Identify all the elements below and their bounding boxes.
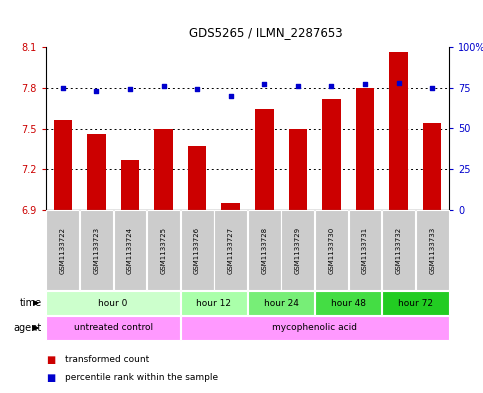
Bar: [222, 203, 240, 210]
Text: percentile rank within the sample: percentile rank within the sample: [65, 373, 218, 382]
Point: [227, 93, 235, 99]
Text: GSM1133732: GSM1133732: [396, 226, 402, 274]
Text: agent: agent: [14, 323, 42, 333]
Bar: [315, 210, 348, 290]
Text: hour 12: hour 12: [197, 299, 231, 307]
Bar: [255, 110, 273, 210]
Bar: [423, 123, 441, 210]
Bar: [46, 210, 79, 290]
Point: [126, 86, 134, 92]
Point: [59, 84, 67, 91]
Text: GSM1133725: GSM1133725: [160, 226, 167, 274]
Text: mycophenolic acid: mycophenolic acid: [272, 323, 357, 332]
Point: [160, 83, 168, 89]
Text: GSM1133723: GSM1133723: [93, 226, 99, 274]
Text: GSM1133730: GSM1133730: [328, 226, 334, 274]
Text: GDS5265 / ILMN_2287653: GDS5265 / ILMN_2287653: [189, 26, 342, 40]
Point: [395, 80, 402, 86]
Bar: [147, 210, 180, 290]
Text: ■: ■: [46, 373, 55, 383]
Bar: [80, 210, 113, 290]
Text: GSM1133724: GSM1133724: [127, 226, 133, 274]
Text: ■: ■: [46, 355, 55, 365]
Text: time: time: [20, 298, 42, 308]
Bar: [315, 291, 382, 315]
Text: transformed count: transformed count: [65, 356, 150, 364]
Bar: [416, 210, 449, 290]
Text: untreated control: untreated control: [73, 323, 153, 332]
Bar: [46, 316, 180, 340]
Text: GSM1133727: GSM1133727: [227, 226, 234, 274]
Bar: [114, 210, 146, 290]
Point: [93, 88, 100, 94]
Bar: [382, 291, 449, 315]
Bar: [181, 210, 213, 290]
Text: GSM1133728: GSM1133728: [261, 226, 267, 274]
Text: hour 24: hour 24: [264, 299, 298, 307]
Bar: [154, 129, 173, 210]
Bar: [289, 129, 307, 210]
Text: GSM1133726: GSM1133726: [194, 226, 200, 274]
Bar: [349, 210, 382, 290]
Point: [260, 81, 268, 88]
Bar: [188, 146, 206, 210]
Bar: [322, 99, 341, 210]
Bar: [181, 316, 449, 340]
Bar: [382, 210, 415, 290]
Bar: [389, 52, 408, 210]
Point: [327, 83, 335, 89]
Point: [361, 81, 369, 88]
Bar: [214, 210, 247, 290]
Text: GSM1133729: GSM1133729: [295, 226, 301, 274]
Text: GSM1133722: GSM1133722: [60, 226, 66, 274]
Bar: [46, 291, 180, 315]
Bar: [54, 120, 72, 210]
Text: GSM1133731: GSM1133731: [362, 226, 368, 274]
Text: hour 72: hour 72: [398, 299, 433, 307]
Bar: [87, 134, 106, 210]
Point: [428, 84, 436, 91]
Text: hour 48: hour 48: [331, 299, 366, 307]
Point: [193, 86, 201, 92]
Bar: [356, 88, 374, 210]
Text: GSM1133733: GSM1133733: [429, 226, 435, 274]
Bar: [248, 210, 281, 290]
Bar: [282, 210, 314, 290]
Text: hour 0: hour 0: [99, 299, 128, 307]
Bar: [121, 160, 139, 210]
Bar: [248, 291, 314, 315]
Point: [294, 83, 302, 89]
Bar: [181, 291, 247, 315]
